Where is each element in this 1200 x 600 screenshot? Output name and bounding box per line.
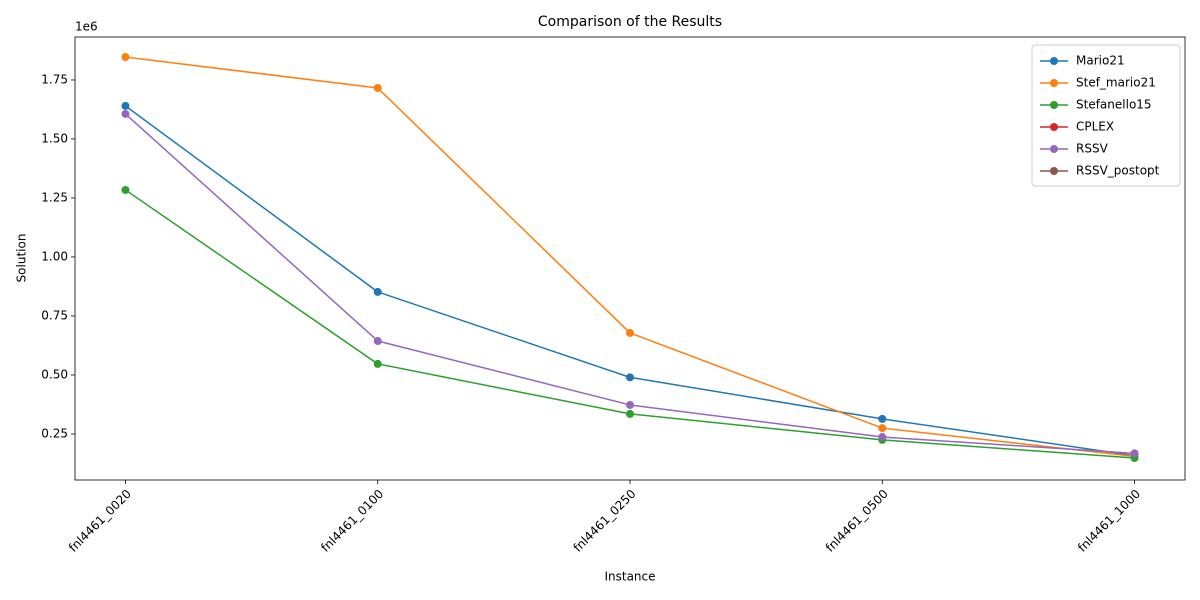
- y-tick-label: 1.75: [41, 72, 68, 86]
- data-point: [373, 336, 382, 345]
- data-point: [121, 185, 130, 194]
- chart-title: Comparison of the Results: [538, 14, 722, 30]
- y-axis-label: Solution: [15, 234, 29, 283]
- series-line: [125, 56, 1135, 458]
- data-point: [626, 409, 634, 418]
- data-point: [626, 373, 634, 382]
- legend-label: Mario21: [1076, 54, 1125, 68]
- y-offset-label: 1e6: [75, 20, 98, 34]
- legend: Mario21 Stef_mario21 Stefanello15 CPLEX RSSV…: [1031, 44, 1181, 187]
- data-point: [373, 359, 382, 368]
- data-point: [878, 433, 887, 442]
- y-tick-label: 0.50: [41, 367, 68, 381]
- x-tick-label: fnl4461_0500: [823, 487, 891, 555]
- data-point: [121, 101, 130, 110]
- y-tick-label: 0.25: [41, 426, 68, 440]
- data-point: [626, 400, 634, 409]
- legend-marker: [1050, 145, 1058, 153]
- data-point: [626, 328, 634, 337]
- x-tick-label: fnl4461_0250: [571, 487, 639, 555]
- legend-marker: [1050, 79, 1058, 87]
- y-tick-label: 1.50: [41, 131, 68, 145]
- x-axis-label: Instance: [604, 570, 655, 584]
- data-point: [121, 109, 130, 118]
- y-tick-label: 0.75: [41, 308, 68, 322]
- legend-label: RSSV: [1076, 142, 1109, 156]
- x-tick-label: fnl4461_0100: [318, 487, 386, 555]
- legend-marker: [1050, 57, 1058, 65]
- y-tick-label: 1.00: [41, 249, 68, 263]
- legend-marker: [1050, 101, 1058, 109]
- legend-label: Stefanello15: [1076, 98, 1152, 112]
- data-point: [373, 83, 382, 92]
- x-tick-label: fnl4461_0020: [66, 487, 134, 555]
- legend-marker: [1050, 167, 1058, 175]
- data-point: [1130, 449, 1139, 458]
- y-tick-label: 1.25: [41, 190, 68, 204]
- data-point: [878, 414, 887, 423]
- data-point: [373, 287, 382, 296]
- data-point: [878, 424, 887, 433]
- legend-marker: [1050, 123, 1058, 131]
- legend-label: Stef_mario21: [1076, 76, 1156, 90]
- x-tick-label: fnl4461_1000: [1075, 487, 1143, 555]
- legend-label: RSSV_postopt: [1076, 164, 1160, 178]
- data-point: [121, 53, 130, 62]
- legend-label: CPLEX: [1076, 120, 1114, 134]
- legend-box: [1031, 44, 1181, 187]
